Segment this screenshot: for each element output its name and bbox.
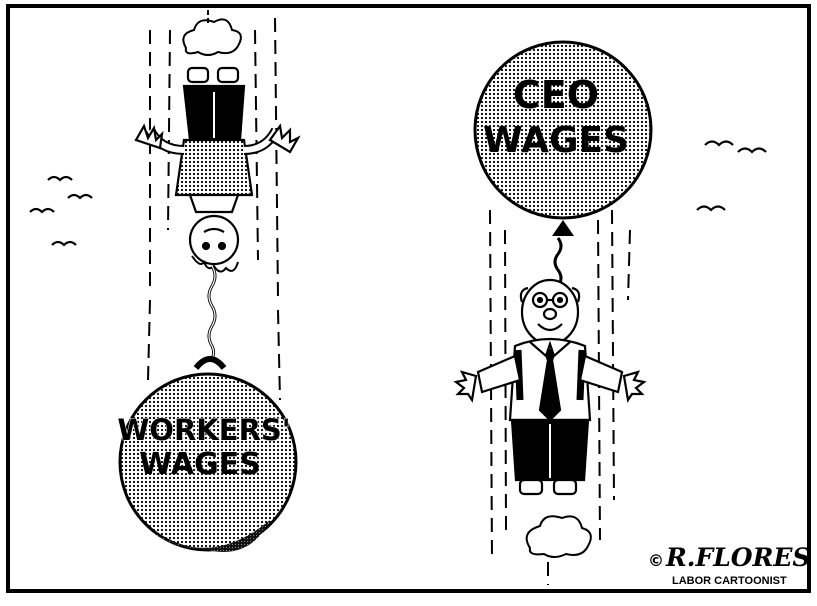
ceo-wages-label-1: CEO bbox=[513, 73, 599, 117]
workers-wages-ball: WORKERS' WAGES bbox=[117, 356, 298, 555]
balloon-string bbox=[553, 237, 563, 287]
signature-name: R.FLORES bbox=[665, 543, 810, 572]
cartoon-frame bbox=[6, 4, 811, 593]
cloud-top bbox=[182, 18, 242, 56]
ceo-wages-label-2: WAGES bbox=[483, 120, 629, 161]
artist-signature: © R.FLORES LABOR CARTOONIST bbox=[648, 543, 810, 587]
ceo-figure bbox=[453, 278, 647, 496]
cloud-bottom bbox=[525, 515, 592, 558]
signature-title: LABOR CARTOONIST bbox=[672, 575, 787, 587]
ceo-wages-balloon: CEO WAGES bbox=[473, 40, 653, 236]
workers-wages-label-2: WAGES bbox=[139, 447, 261, 482]
birds-right bbox=[696, 140, 767, 212]
worker-figure bbox=[134, 66, 301, 363]
copyright-symbol: © bbox=[648, 551, 664, 570]
workers-wages-label-1: WORKERS' bbox=[117, 413, 290, 447]
birds-left bbox=[29, 175, 93, 247]
